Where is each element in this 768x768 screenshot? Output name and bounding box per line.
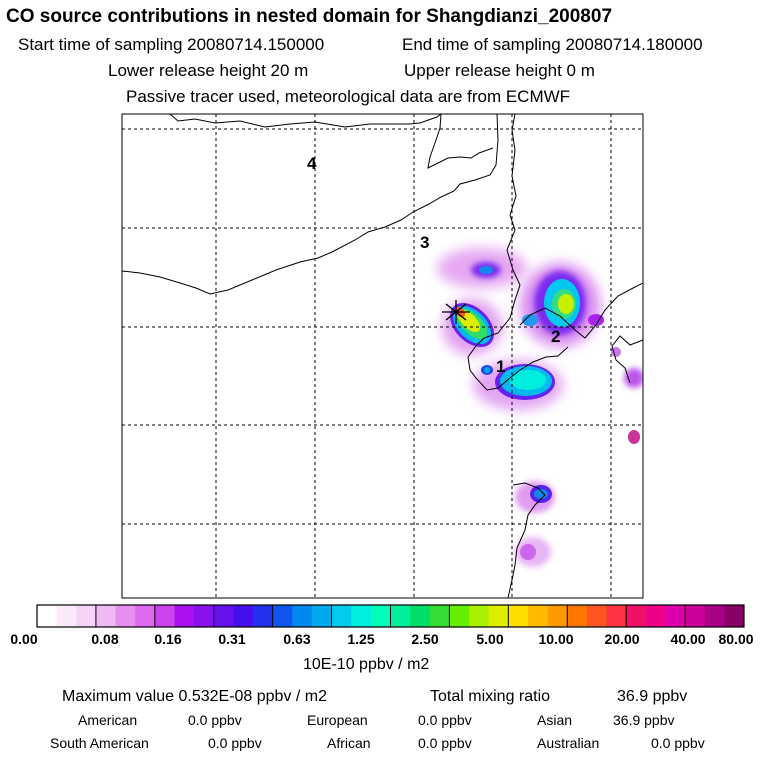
colorbar-swatch bbox=[547, 605, 568, 627]
south-american-value: 0.0 ppbv bbox=[208, 735, 262, 751]
colorbar-tick-4: 0.63 bbox=[283, 631, 311, 647]
colorbar-tick-11: 80.00 bbox=[718, 631, 754, 647]
colorbar-tick-2: 0.16 bbox=[154, 631, 182, 647]
colorbar-swatch bbox=[645, 605, 666, 627]
colorbar-swatch bbox=[292, 605, 313, 627]
region-label-1: 1 bbox=[496, 357, 505, 376]
colorbar-tick-8: 10.00 bbox=[538, 631, 574, 647]
australian-value: 0.0 ppbv bbox=[651, 735, 705, 751]
colorbar-swatch bbox=[272, 605, 293, 627]
colorbar-swatch bbox=[586, 605, 608, 627]
chart-title: CO source contributions in nested domain… bbox=[6, 6, 613, 27]
total-mixing-label: Total mixing ratio bbox=[430, 688, 551, 705]
colorbar-swatch bbox=[311, 605, 333, 627]
australian-label: Australian bbox=[537, 735, 600, 751]
map-frame bbox=[121, 113, 644, 599]
colorbar-swatch bbox=[724, 605, 745, 627]
colorbar-swatch bbox=[685, 605, 706, 627]
colorbar-tick-10: 40.00 bbox=[670, 631, 706, 647]
colorbar-swatch bbox=[115, 605, 136, 627]
plume-region-2 bbox=[520, 263, 604, 347]
end-time-label: End time of sampling 20080714.180000 bbox=[402, 35, 703, 54]
colorbar-swatch bbox=[370, 605, 391, 627]
colorbar-swatch bbox=[390, 605, 411, 627]
colorbar-tick-9: 20.00 bbox=[604, 631, 640, 647]
colorbar-swatch bbox=[508, 605, 529, 627]
tracer-info-label: Passive tracer used, meteorological data… bbox=[126, 87, 571, 106]
colorbar-swatch bbox=[704, 605, 725, 627]
coastlines bbox=[122, 114, 643, 598]
african-value: 0.0 ppbv bbox=[418, 735, 472, 751]
colorbar-swatch bbox=[135, 605, 156, 627]
colorbar-unit: 10E-10 ppbv / m2 bbox=[303, 656, 430, 673]
asian-value: 36.9 ppbv bbox=[613, 712, 675, 728]
total-mixing-value: 36.9 ppbv bbox=[617, 688, 688, 705]
colorbar-swatch bbox=[194, 605, 215, 627]
plume-source bbox=[442, 299, 502, 355]
plume-east bbox=[611, 347, 643, 444]
colorbar-swatch bbox=[154, 605, 175, 627]
colorbar-swatch bbox=[626, 605, 647, 627]
colorbar bbox=[37, 605, 745, 627]
plume-south bbox=[515, 481, 555, 567]
african-label: African bbox=[327, 735, 371, 751]
colorbar-tick-0: 0.00 bbox=[10, 631, 38, 647]
colorbar-swatch bbox=[76, 605, 97, 627]
receptor-marker bbox=[442, 300, 470, 324]
colorbar-tick-6: 2.50 bbox=[411, 631, 439, 647]
european-value: 0.0 ppbv bbox=[418, 712, 472, 728]
colorbar-swatch bbox=[449, 605, 470, 627]
colorbar-swatch bbox=[606, 605, 627, 627]
colorbar-swatch bbox=[174, 605, 195, 627]
upper-release-label: Upper release height 0 m bbox=[404, 61, 595, 80]
european-label: European bbox=[307, 712, 368, 728]
colorbar-swatch bbox=[37, 605, 58, 627]
plume-region-3 bbox=[437, 248, 527, 288]
asian-label: Asian bbox=[537, 712, 573, 728]
colorbar-swatch bbox=[527, 605, 549, 627]
max-value-label: Maximum value 0.532E-08 ppbv / m2 bbox=[62, 688, 328, 705]
region-label-4: 4 bbox=[307, 154, 317, 173]
south-american-label: South American bbox=[50, 735, 149, 751]
american-label: American bbox=[78, 712, 138, 728]
colorbar-swatch bbox=[56, 605, 77, 627]
region-label-2: 2 bbox=[551, 327, 560, 346]
colorbar-swatch bbox=[488, 605, 509, 627]
colorbar-frame bbox=[36, 604, 745, 628]
colorbar-tick-5: 1.25 bbox=[347, 631, 375, 647]
plume-region-1 bbox=[473, 360, 563, 410]
colorbar-tick-3: 0.31 bbox=[218, 631, 246, 647]
colorbar-swatch bbox=[567, 605, 588, 627]
colorbar-swatch bbox=[429, 605, 450, 627]
colorbar-swatch bbox=[233, 605, 254, 627]
colorbar-swatch bbox=[351, 605, 372, 627]
colorbar-swatch bbox=[665, 605, 686, 627]
colorbar-swatch bbox=[469, 605, 490, 627]
colorbar-tick-1: 0.08 bbox=[91, 631, 119, 647]
region-label-3: 3 bbox=[420, 233, 429, 252]
lower-release-label: Lower release height 20 m bbox=[108, 61, 309, 80]
colorbar-swatch bbox=[331, 605, 352, 627]
colorbar-swatch bbox=[213, 605, 234, 627]
american-value: 0.0 ppbv bbox=[188, 712, 242, 728]
map-grid bbox=[122, 114, 643, 598]
colorbar-tick-7: 5.00 bbox=[476, 631, 504, 647]
colorbar-swatch bbox=[253, 605, 274, 627]
start-time-label: Start time of sampling 20080714.150000 bbox=[18, 35, 325, 54]
colorbar-swatch bbox=[95, 605, 117, 627]
colorbar-swatch bbox=[410, 605, 431, 627]
